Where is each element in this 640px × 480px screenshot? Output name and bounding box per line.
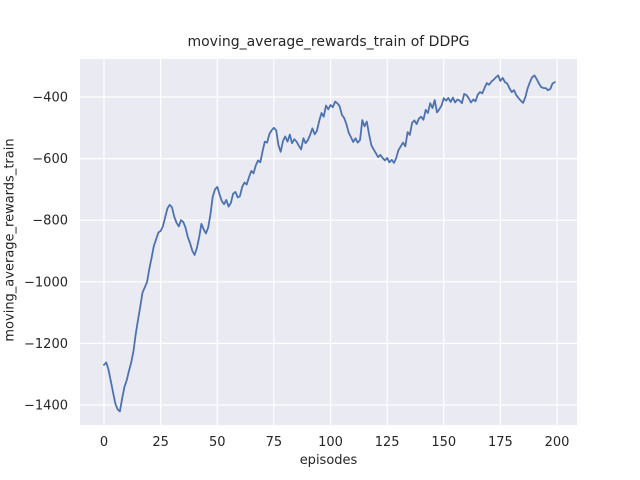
y-tick-label-−1000: −1000 bbox=[24, 275, 68, 290]
y-tick-label-−1200: −1200 bbox=[24, 337, 68, 352]
x-tick-label-75: 75 bbox=[266, 435, 283, 450]
y-tick-label-−1400: −1400 bbox=[24, 398, 68, 413]
y-tick-label-−800: −800 bbox=[32, 214, 68, 229]
x-tick-label-125: 125 bbox=[375, 435, 400, 450]
x-axis-label: episodes bbox=[299, 453, 358, 468]
x-tick-label-25: 25 bbox=[152, 435, 169, 450]
axes-background bbox=[80, 59, 577, 425]
chart-title: moving_average_rewards_train of DDPG bbox=[187, 34, 470, 50]
x-tick-label-50: 50 bbox=[209, 435, 226, 450]
grid-lines bbox=[80, 59, 577, 425]
x-tick-label-200: 200 bbox=[545, 435, 570, 450]
x-tick-label-0: 0 bbox=[100, 435, 108, 450]
y-tick-label-−400: −400 bbox=[32, 91, 68, 106]
series-line-moving-average-rewards bbox=[103, 74, 556, 413]
y-tick-labels: −400 −600 −800 −1000 −1200 −1400 bbox=[24, 91, 68, 414]
y-tick-label-−600: −600 bbox=[32, 152, 68, 167]
x-tick-label-175: 175 bbox=[488, 435, 513, 450]
x-tick-label-150: 150 bbox=[431, 435, 456, 450]
x-tick-label-100: 100 bbox=[318, 435, 343, 450]
y-axis-label: moving_average_rewards_train bbox=[2, 138, 18, 342]
x-tick-labels: 0 25 50 75 100 125 150 175 200 bbox=[100, 435, 570, 450]
